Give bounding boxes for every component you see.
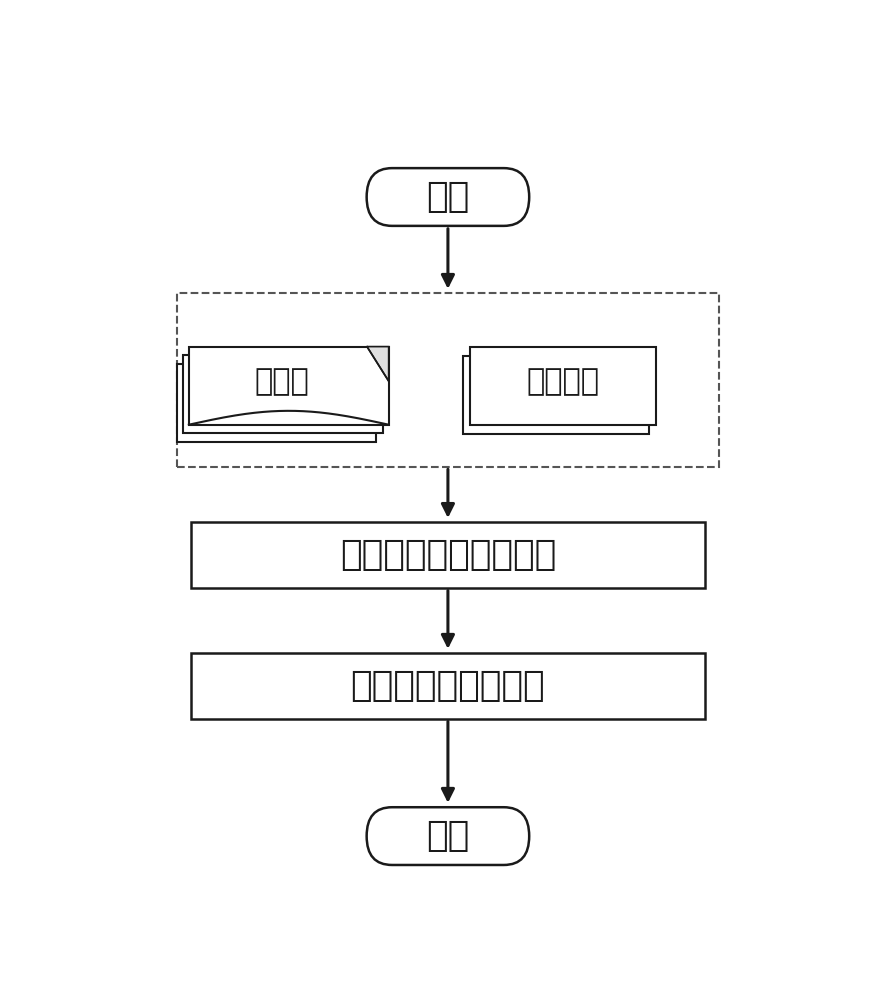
Bar <box>189 347 389 425</box>
Text: 源代码: 源代码 <box>254 367 309 396</box>
Text: 开始: 开始 <box>427 180 469 214</box>
Text: 测试用例: 测试用例 <box>526 367 600 396</box>
Bar <box>183 355 383 433</box>
Text: 程序执行轨迹信息获取: 程序执行轨迹信息获取 <box>340 538 556 572</box>
Text: 程序动态依赖图获取: 程序动态依赖图获取 <box>350 669 545 703</box>
Bar <box>191 653 705 719</box>
FancyBboxPatch shape <box>367 168 530 226</box>
Text: 结束: 结束 <box>427 819 469 853</box>
FancyBboxPatch shape <box>367 807 530 865</box>
Bar <box>191 522 705 588</box>
Bar <box>177 364 377 442</box>
Bar <box>470 347 656 425</box>
Bar <box>463 356 649 434</box>
Polygon shape <box>367 347 389 381</box>
Bar <box>177 293 718 466</box>
